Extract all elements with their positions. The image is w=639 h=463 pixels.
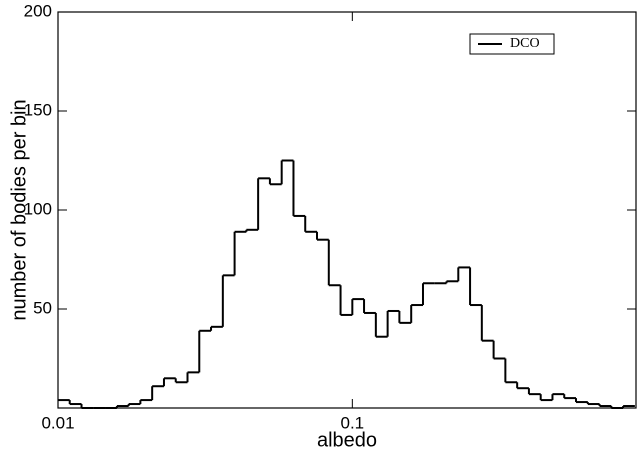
- x-axis-label: albedo: [317, 429, 377, 451]
- legend-label: DCO: [510, 36, 540, 51]
- x-tick-label: 0.1: [341, 413, 365, 432]
- y-tick-label: 200: [24, 1, 52, 20]
- plot-frame: [57, 11, 637, 409]
- y-axis-label: number of bodies per bin: [8, 99, 30, 320]
- legend-box: [469, 33, 555, 55]
- y-tick-label: 150: [24, 100, 52, 119]
- x-tick-label: 0.01: [41, 413, 74, 432]
- y-tick-label: 50: [33, 298, 52, 317]
- y-tick-label: 100: [24, 199, 52, 218]
